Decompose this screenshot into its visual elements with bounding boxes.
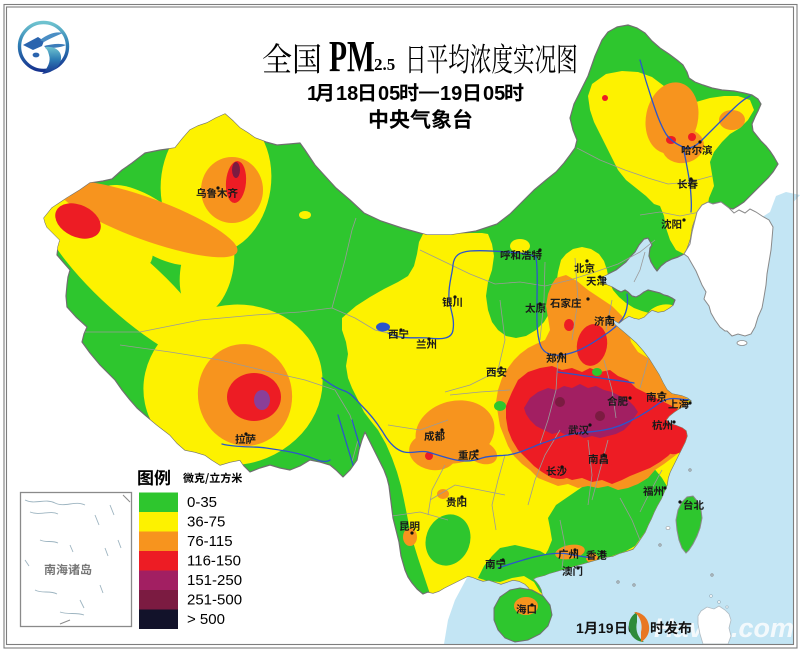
svg-text:1: 1 <box>576 620 584 636</box>
svg-text:36-75: 36-75 <box>187 514 225 531</box>
svg-text:251-500: 251-500 <box>187 592 242 609</box>
svg-text:PM: PM <box>329 33 375 81</box>
svg-text:05: 05 <box>483 83 505 105</box>
svg-text:19: 19 <box>598 620 614 636</box>
svg-text:1: 1 <box>307 83 318 105</box>
svg-text:05: 05 <box>378 83 400 105</box>
svg-text:19: 19 <box>440 83 462 105</box>
svg-text:2.5: 2.5 <box>374 55 395 74</box>
svg-text:151-250: 151-250 <box>187 572 242 589</box>
svg-text:18: 18 <box>336 83 358 105</box>
svg-text:.com: .com <box>731 613 794 643</box>
svg-text:76-115: 76-115 <box>187 533 233 550</box>
svg-text:0-35: 0-35 <box>187 494 217 511</box>
svg-text:—: — <box>419 81 439 103</box>
svg-text:116-150: 116-150 <box>187 553 241 570</box>
svg-text:> 500: > 500 <box>187 611 225 628</box>
